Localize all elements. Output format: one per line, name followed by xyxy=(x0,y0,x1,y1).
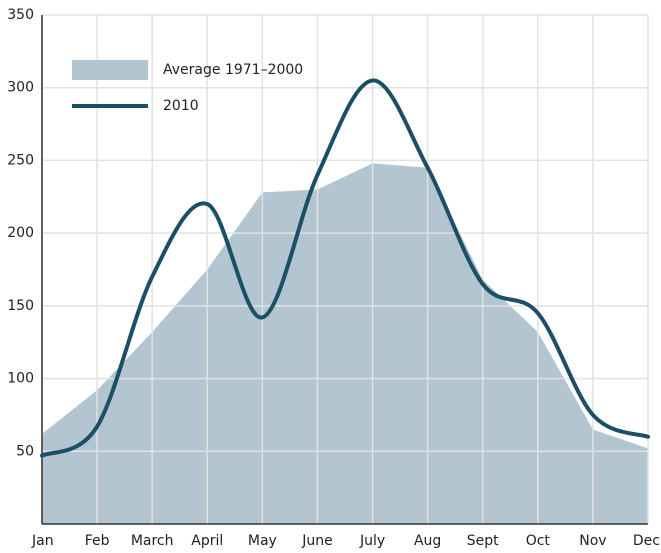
y-tick-label: 100 xyxy=(7,371,34,387)
x-tick-label: Oct xyxy=(526,533,551,549)
y-tick-label: 50 xyxy=(16,443,34,459)
x-tick-label: July xyxy=(359,533,385,549)
x-tick-label: Nov xyxy=(579,533,606,549)
x-tick-label: Aug xyxy=(414,533,441,549)
x-tick-label: Sept xyxy=(467,533,499,549)
x-tick-label: March xyxy=(131,533,174,549)
y-tick-label: 200 xyxy=(7,225,34,241)
y-tick-label: 250 xyxy=(7,152,34,168)
legend-label: 2010 xyxy=(163,98,199,114)
y-tick-label: 300 xyxy=(7,80,34,96)
line xyxy=(40,78,650,458)
y-tick-label: 150 xyxy=(7,298,34,314)
x-tick-label: June xyxy=(301,533,333,549)
x-tick-label: Jan xyxy=(31,533,54,549)
legend-swatch xyxy=(72,60,148,80)
x-tick-label: Feb xyxy=(85,533,110,549)
x-tick-label: April xyxy=(191,533,223,549)
legend-label: Average 1971–2000 xyxy=(163,62,303,78)
area xyxy=(42,163,648,524)
y-tick-label: 350 xyxy=(7,7,34,23)
x-tick-label: May xyxy=(248,533,277,549)
x-tick-label: Dec xyxy=(633,533,660,549)
